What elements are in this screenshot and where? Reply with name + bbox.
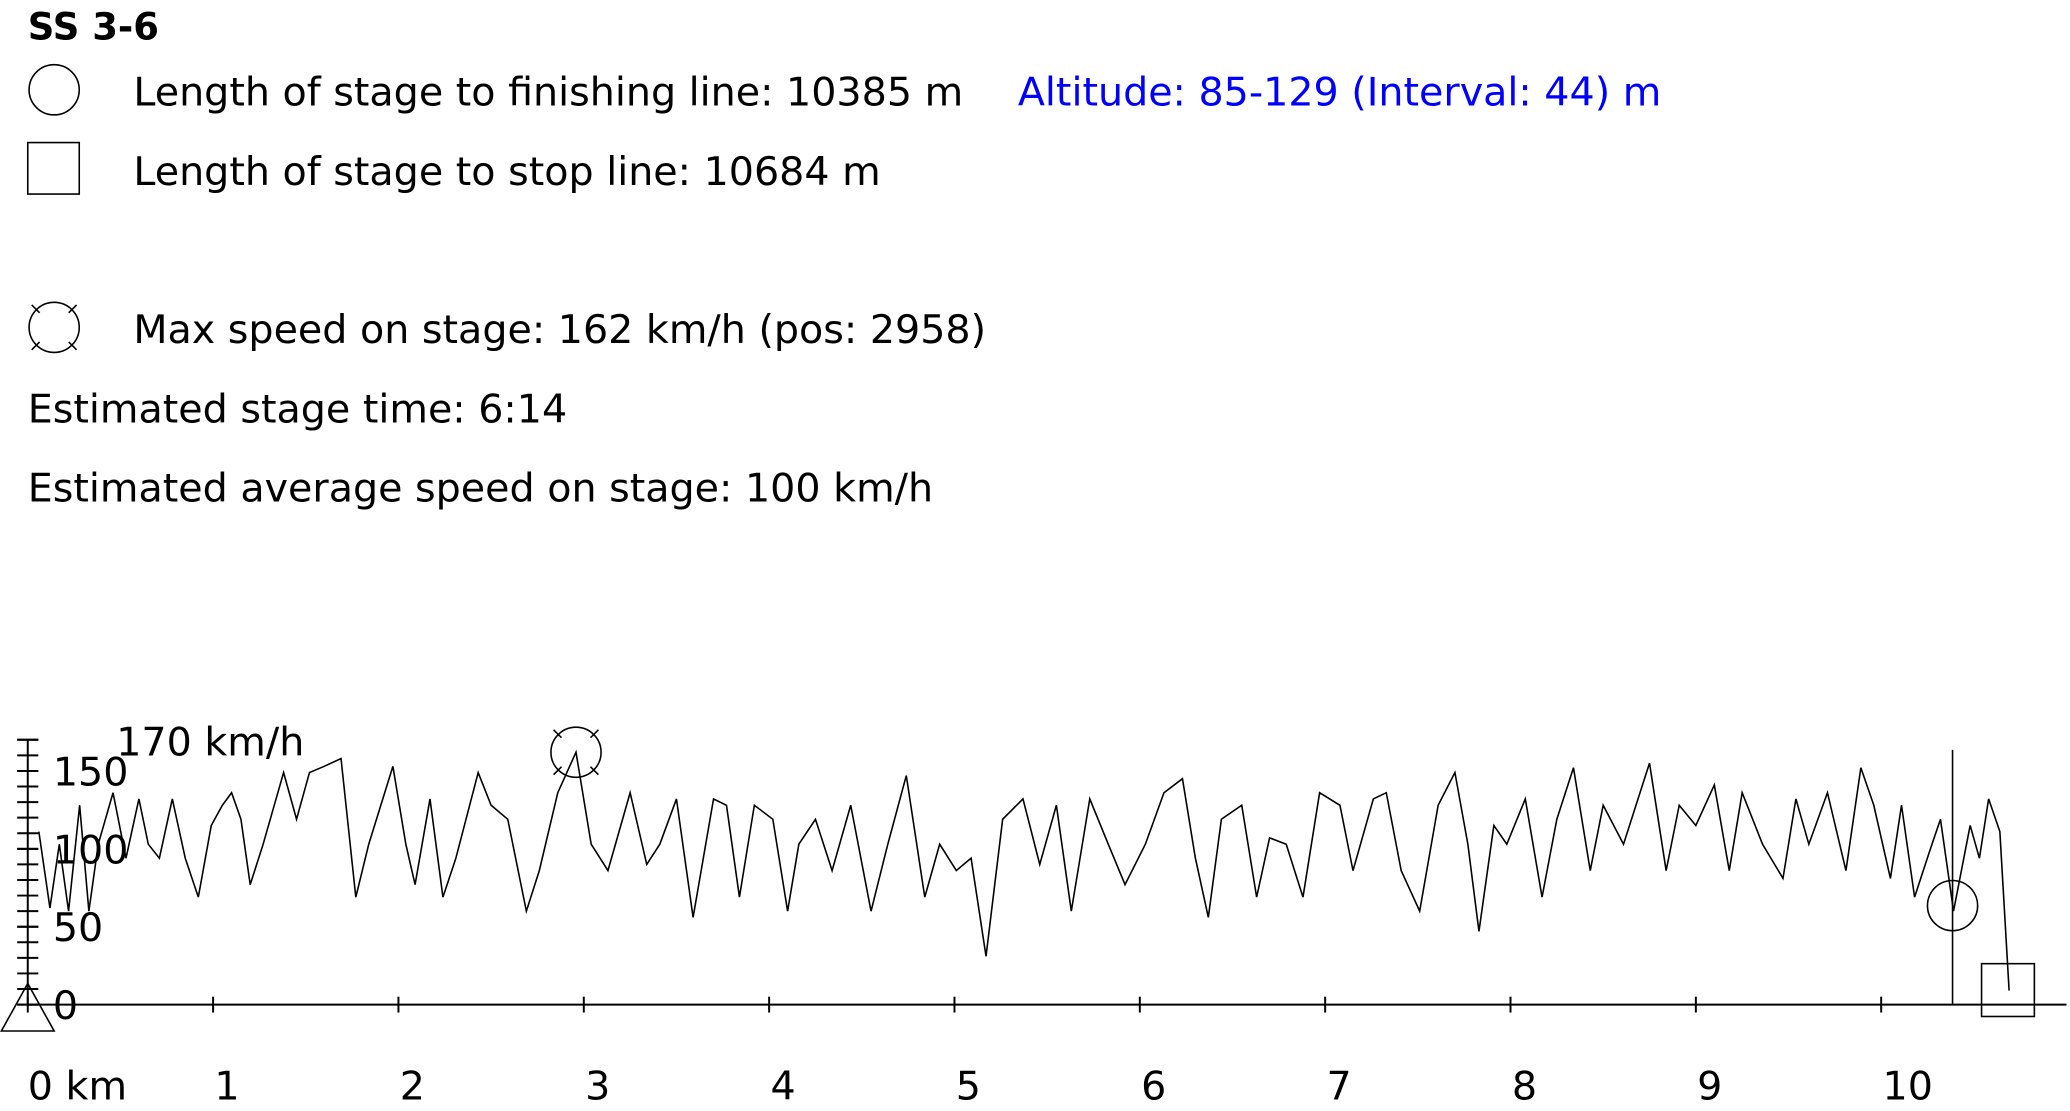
finish-icon	[28, 63, 81, 116]
value: 162	[558, 307, 634, 353]
average-speed: Estimated average speed on stage: 100 km…	[28, 466, 933, 512]
x-tick-label: 4	[770, 1064, 795, 1110]
unit: km/h	[646, 307, 746, 353]
label: Length of stage to finishing line:	[133, 70, 773, 116]
speed-line	[38, 749, 2010, 991]
label: Estimated average speed on stage:	[28, 466, 733, 512]
y-tick-label: 0	[53, 983, 78, 1029]
x-tick-label: 7	[1326, 1064, 1351, 1110]
x-tick-label: 5	[956, 1064, 981, 1110]
max-speed-tick	[553, 766, 563, 776]
x-tick-label: 9	[1697, 1064, 1722, 1110]
y-tick-label: 150	[53, 749, 129, 795]
x-tick-label: 2	[400, 1064, 425, 1110]
label: Max speed on stage:	[133, 307, 545, 353]
stop-length: Length of stage to stop line: 10684 m	[133, 149, 880, 195]
value: 10684	[704, 149, 830, 195]
pos-open: (pos:	[758, 307, 857, 353]
pos-close: )	[971, 307, 986, 353]
max-speed-tick	[589, 729, 600, 739]
finish-length: Length of stage to finishing line: 10385…	[133, 70, 963, 116]
stop-icon	[26, 141, 81, 195]
x-tick-label: 6	[1141, 1064, 1166, 1110]
x-tick-label: 1	[214, 1064, 239, 1110]
y-axis-max-label: 170 km/h	[116, 720, 304, 766]
altitude: Altitude: 85-129 (Interval: 44) m	[1018, 70, 1661, 116]
unit: km/h	[833, 466, 933, 512]
max-speed: Max speed on stage: 162 km/h (pos: 2958)	[133, 307, 986, 353]
y-tick-label: 100	[53, 827, 129, 873]
stage-time: Estimated stage time: 6:14	[28, 386, 567, 432]
value: 100	[745, 466, 821, 512]
x-tick-label: 8	[1512, 1064, 1537, 1110]
finish-marker	[1926, 879, 1979, 932]
stop-marker	[1980, 962, 2036, 1018]
label: Estimated stage time:	[28, 386, 466, 432]
x-tick-label: 10	[1883, 1064, 1933, 1110]
max-speed-circle	[550, 726, 602, 779]
max-speed-tick	[589, 766, 600, 776]
unit: m	[842, 149, 881, 195]
label: Length of stage to stop line:	[133, 149, 691, 195]
unit: m	[925, 70, 964, 116]
max-speed-icon	[28, 301, 81, 354]
value: 10385	[786, 70, 912, 116]
y-tick-label: 50	[53, 905, 103, 951]
max-speed-marker	[550, 726, 602, 779]
x-tick-label: 3	[585, 1064, 610, 1110]
stage-title: SS 3-6	[28, 6, 159, 49]
start-marker	[0, 981, 56, 1032]
pos: 2958	[870, 307, 971, 353]
value: 6:14	[478, 386, 567, 432]
x-tick-label: 0 km	[28, 1064, 127, 1110]
max-speed-tick	[553, 729, 563, 739]
